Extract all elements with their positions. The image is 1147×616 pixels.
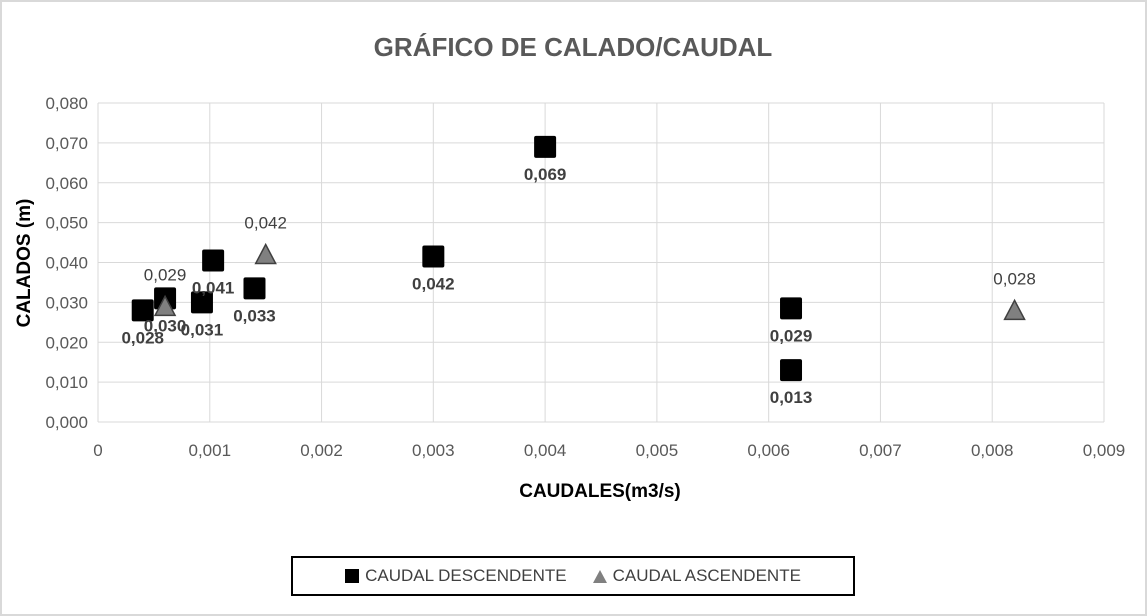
x-tick-label: 0,006 <box>747 441 790 460</box>
data-label: 0,029 <box>770 326 813 345</box>
data-label: 0,042 <box>412 275 455 294</box>
square-point <box>243 277 266 300</box>
x-tick-label: 0,004 <box>524 441 567 460</box>
square-point <box>190 291 213 314</box>
data-label: 0,013 <box>770 388 813 407</box>
triangle-point <box>254 242 277 265</box>
square-point <box>422 245 445 268</box>
x-tick-label: 0,009 <box>1083 441 1126 460</box>
x-tick-label: 0,003 <box>412 441 455 460</box>
x-axis-title: CAUDALES(m3/s) <box>519 481 681 502</box>
x-tick-label: 0,008 <box>971 441 1014 460</box>
data-labels: 0,0280,0300,0310,0410,0330,0420,0690,029… <box>121 165 1035 407</box>
square-point <box>534 135 557 158</box>
data-label: 0,028 <box>121 328 164 347</box>
legend-item-ascendente[interactable]: CAUDAL ASCENDENTE <box>592 566 801 586</box>
data-label: 0,031 <box>181 320 224 339</box>
y-tick-label: 0,050 <box>45 214 88 233</box>
data-label: 0,069 <box>524 165 567 184</box>
chart-title: GRÁFICO DE CALADO/CAUDAL <box>374 32 773 62</box>
y-tick-label: 0,010 <box>45 373 88 392</box>
square-point <box>131 299 154 322</box>
y-tick-label: 0,040 <box>45 254 88 273</box>
gridlines <box>97 102 1105 423</box>
legend-label-ascendente: CAUDAL ASCENDENTE <box>612 566 801 585</box>
x-tick-label: 0 <box>93 441 102 460</box>
legend-label-descendente: CAUDAL DESCENDENTE <box>365 566 567 585</box>
data-points <box>131 135 1026 382</box>
x-tick-labels: 0 0,001 0,002 0,003 0,004 0,005 0,006 0,007 0,00… <box>93 441 1125 460</box>
legend: CAUDAL DESCENDENTE CAUDAL ASCENDENTE <box>291 556 855 596</box>
triangle-marker-icon <box>592 569 607 583</box>
triangle-point <box>1003 298 1026 321</box>
data-label: 0,028 <box>993 269 1036 288</box>
y-tick-label: 0,070 <box>45 134 88 153</box>
square-point <box>780 359 803 382</box>
x-tick-label: 0,002 <box>300 441 343 460</box>
y-tick-label: 0,060 <box>45 174 88 193</box>
x-tick-label: 0,007 <box>859 441 902 460</box>
data-label: 0,041 <box>192 279 235 298</box>
data-label: 0,033 <box>233 306 276 325</box>
x-tick-label: 0,005 <box>636 441 679 460</box>
data-label: 0,030 <box>144 316 187 335</box>
square-marker-icon <box>345 569 360 583</box>
y-axis-title: CALADOS (m) <box>14 199 35 328</box>
data-label: 0,042 <box>244 214 287 233</box>
y-tick-label: 0,030 <box>45 293 88 312</box>
square-point <box>202 249 225 272</box>
y-tick-label: 0,000 <box>45 413 88 432</box>
data-label: 0,029 <box>144 265 187 284</box>
legend-item-descendente[interactable]: CAUDAL DESCENDENTE <box>345 566 567 586</box>
x-tick-label: 0,001 <box>189 441 232 460</box>
y-tick-label: 0,080 <box>45 94 88 113</box>
triangle-point <box>153 294 177 317</box>
y-tick-label: 0,020 <box>45 333 88 352</box>
y-tick-labels: 0,000 0,010 0,020 0,030 0,040 0,050 0,060 0,070… <box>45 94 88 432</box>
square-point <box>780 297 803 320</box>
